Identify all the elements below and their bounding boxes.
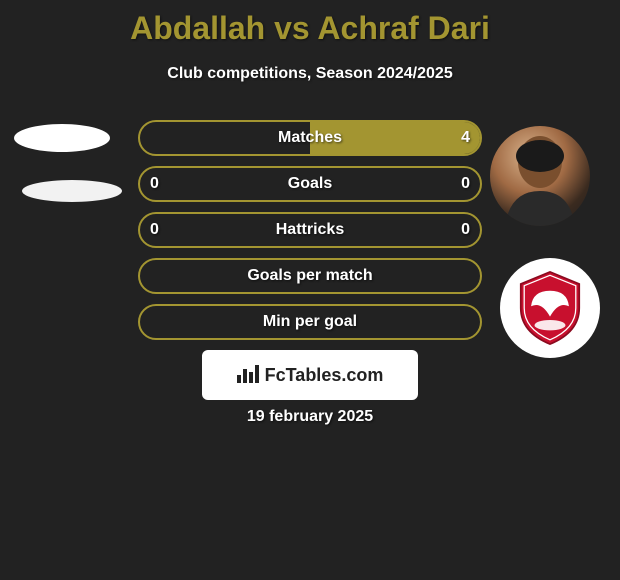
club-crest-icon bbox=[507, 265, 593, 351]
source-badge[interactable]: FcTables.com bbox=[202, 350, 418, 400]
stats-area: Matches 4 0 Goals 0 0 Hattricks 0 Goals … bbox=[138, 120, 482, 350]
date-label: 19 february 2025 bbox=[0, 408, 620, 426]
left-player-avatar-placeholder bbox=[14, 124, 110, 152]
stat-label: Matches bbox=[140, 122, 480, 154]
left-player-club-placeholder bbox=[22, 180, 122, 202]
stat-row-goals: 0 Goals 0 bbox=[138, 166, 482, 202]
stat-label: Goals per match bbox=[140, 260, 480, 292]
stat-row-hattricks: 0 Hattricks 0 bbox=[138, 212, 482, 248]
stat-label: Hattricks bbox=[140, 214, 480, 246]
page-title: Abdallah vs Achraf Dari bbox=[0, 0, 620, 47]
right-player-avatar bbox=[490, 126, 590, 226]
player-silhouette-icon bbox=[490, 126, 590, 226]
bar-chart-icon bbox=[237, 363, 259, 388]
right-player-club-crest bbox=[500, 258, 600, 358]
subtitle: Club competitions, Season 2024/2025 bbox=[0, 65, 620, 83]
stat-row-goals-per-match: Goals per match bbox=[138, 258, 482, 294]
comparison-card: Abdallah vs Achraf Dari Club competition… bbox=[0, 0, 620, 580]
stat-row-min-per-goal: Min per goal bbox=[138, 304, 482, 340]
stat-value-right: 4 bbox=[461, 122, 470, 154]
stat-label: Min per goal bbox=[140, 306, 480, 338]
stat-value-right: 0 bbox=[461, 214, 470, 246]
stat-row-matches: Matches 4 bbox=[138, 120, 482, 156]
stat-label: Goals bbox=[140, 168, 480, 200]
stat-value-right: 0 bbox=[461, 168, 470, 200]
source-badge-text: FcTables.com bbox=[265, 365, 384, 386]
